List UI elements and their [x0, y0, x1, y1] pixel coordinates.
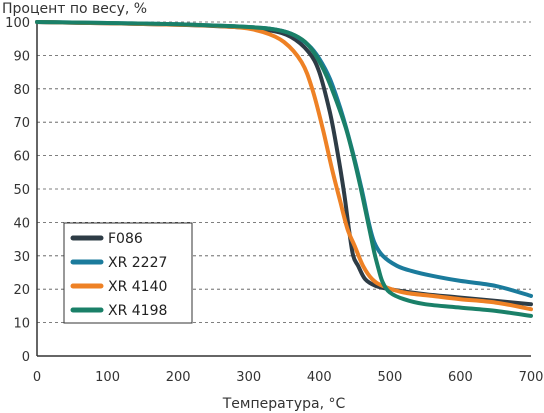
y-tick-label: 10	[13, 317, 30, 332]
y-tick-label: 60	[13, 150, 30, 165]
series-lines	[35, 20, 533, 318]
y-tick-label: 100	[5, 16, 30, 31]
x-tick-label: 300	[236, 370, 261, 385]
legend-label-xr-4140: XR 4140	[108, 279, 167, 295]
y-tick-label: 30	[13, 250, 30, 265]
y-tick-label: 40	[13, 216, 30, 231]
legend-label-f086: F086	[108, 231, 143, 247]
legend-box	[63, 222, 193, 324]
x-axis-title: Температура, °C	[222, 396, 346, 412]
x-tick-label: 700	[519, 370, 544, 385]
x-ticks: 0 100 200 300 400 500 600 700	[33, 370, 544, 385]
x-tick-label: 0	[33, 370, 41, 385]
y-tick-label: 0	[22, 350, 30, 365]
grid	[37, 21, 531, 324]
x-tick-label: 500	[377, 370, 402, 385]
x-tick-label: 400	[307, 370, 332, 385]
x-tick-label: 600	[448, 370, 473, 385]
y-axis-title: Процент по весу, %	[2, 1, 147, 17]
x-tick-label: 200	[166, 370, 191, 385]
y-ticks: 0 10 20 30 40 50 60 70 80 90 100	[5, 16, 30, 365]
y-tick-label: 90	[13, 49, 30, 64]
y-tick-label: 50	[13, 183, 30, 198]
legend: F086 XR 2227 XR 4140 XR 4198	[63, 222, 193, 324]
legend-label-xr-4198: XR 4198	[108, 303, 167, 319]
axes	[36, 22, 531, 357]
series-line-xr-4198	[35, 20, 533, 318]
y-tick-label: 70	[13, 116, 30, 131]
legend-label-xr-2227: XR 2227	[108, 255, 167, 271]
y-tick-label: 80	[13, 83, 30, 98]
y-tick-label: 20	[13, 283, 30, 298]
x-tick-label: 100	[95, 370, 120, 385]
